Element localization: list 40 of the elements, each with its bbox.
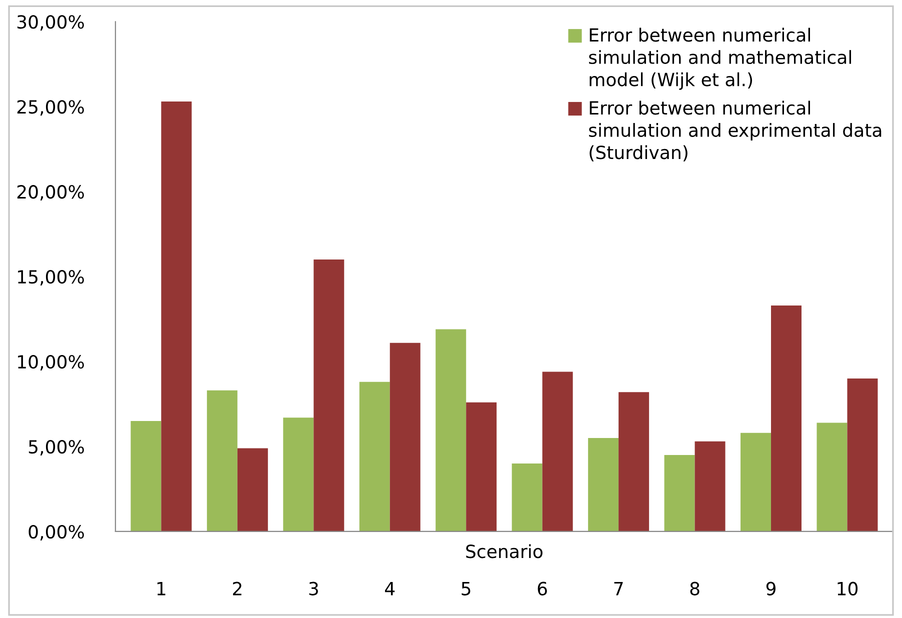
bar — [436, 329, 466, 532]
bar — [359, 382, 390, 532]
bar — [130, 421, 162, 532]
y-tick-label: 15,00% — [18, 270, 84, 286]
x-axis-title: Scenario — [466, 544, 542, 558]
bar — [618, 392, 650, 532]
bar — [816, 422, 848, 532]
bar — [283, 418, 314, 532]
y-tick-label: 0,00% — [28, 524, 84, 540]
bar — [771, 305, 802, 532]
bar — [237, 448, 268, 532]
y-tick-label: 5,00% — [28, 440, 84, 456]
bar — [847, 378, 878, 532]
x-tick-label: 3 — [309, 582, 318, 596]
y-tick-label: 25,00% — [17, 100, 84, 116]
y-tick-label: 10,00% — [18, 354, 84, 370]
bar — [161, 102, 192, 532]
x-tick-label: 9 — [766, 582, 776, 596]
x-tick-label: 4 — [385, 582, 395, 596]
bar — [206, 390, 238, 532]
x-tick-label: 5 — [462, 582, 470, 596]
x-tick-label: 8 — [690, 582, 700, 596]
bar — [512, 464, 542, 532]
x-tick-label: 10 — [838, 582, 858, 596]
bar — [664, 455, 695, 532]
x-tick-label: 2 — [233, 582, 242, 596]
bar — [314, 260, 344, 532]
bar — [466, 402, 497, 532]
bar — [740, 432, 772, 532]
bar — [390, 342, 420, 532]
legend-label: Error between numerical simulation and exprimental data (Sturdivan) — [589, 100, 882, 162]
bar — [542, 372, 573, 532]
x-tick-label: 7 — [614, 582, 623, 596]
bar — [588, 438, 619, 532]
legend-label: Error between numerical simulation and mathematical model (Wijk et al.) — [589, 28, 852, 90]
y-tick-label: 30,00% — [17, 15, 84, 31]
y-tick-label: 20,00% — [17, 185, 84, 201]
x-tick-label: 1 — [157, 582, 166, 596]
x-tick-label: 6 — [538, 582, 547, 596]
bar — [694, 441, 726, 532]
